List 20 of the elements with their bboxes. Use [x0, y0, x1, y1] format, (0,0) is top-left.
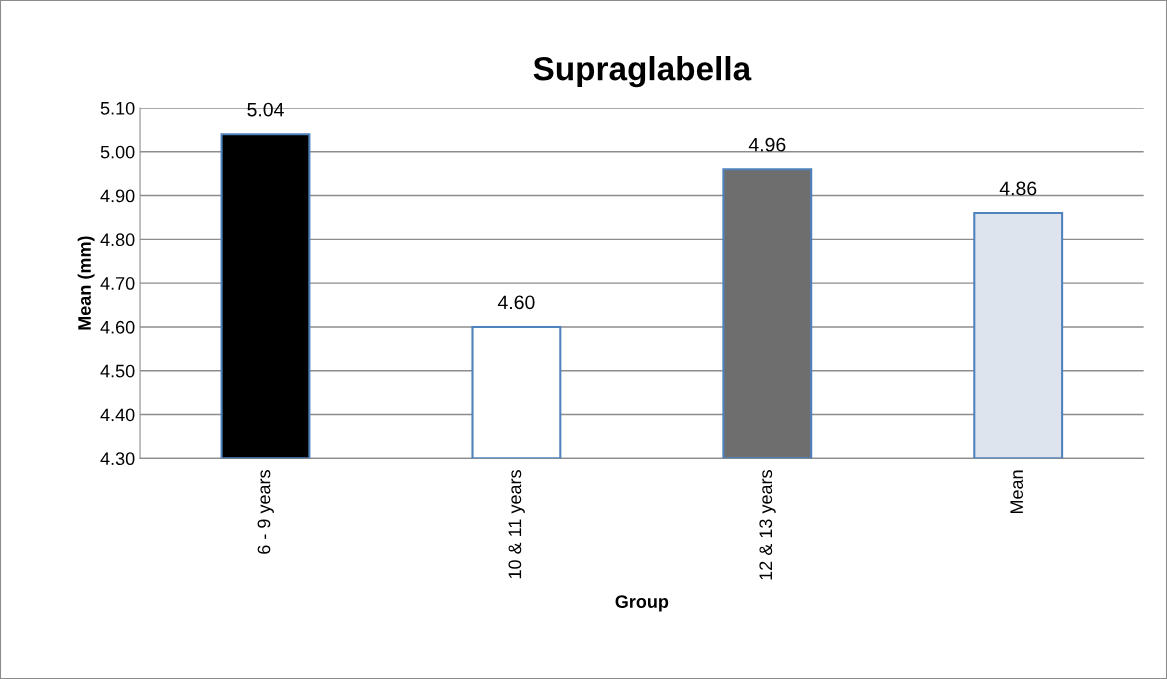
x-tick-label: 12 & 13 years: [759, 470, 776, 580]
chart-title: Supraglabella: [533, 56, 752, 88]
y-tick-label: 4.90: [100, 189, 135, 203]
x-tick-label: 6 - 9 years: [257, 470, 274, 554]
x-tick-label: Mean: [1010, 470, 1024, 514]
y-tick-label: 5.00: [100, 145, 135, 159]
y-tick-label: 4.50: [100, 364, 135, 378]
data-label: 5.04: [247, 102, 284, 117]
y-tick-label: 4.60: [100, 320, 135, 334]
y-tick-label: 4.40: [100, 408, 135, 422]
x-axis-title: Group: [615, 595, 669, 612]
y-axis-title: Mean (mm): [77, 236, 95, 330]
y-tick-label: 4.70: [100, 277, 135, 290]
y-tick-label: 5.10: [100, 101, 135, 115]
y-tick-label: 4.80: [100, 233, 135, 247]
data-label: 4.96: [748, 137, 786, 152]
data-label: 4.86: [999, 181, 1037, 196]
y-tick-label: 4.30: [100, 452, 135, 466]
data-label: 4.60: [497, 295, 535, 310]
x-tick-label: 10 & 11 years: [508, 470, 525, 579]
